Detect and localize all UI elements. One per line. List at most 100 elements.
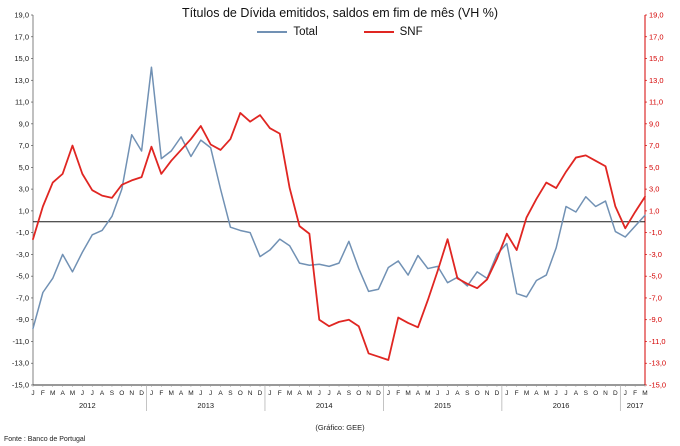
y-tick-right: -9,0 <box>649 315 662 324</box>
source-note: Fonte : Banco de Portugal <box>4 436 86 443</box>
y-tick-left: -3,0 <box>16 250 29 259</box>
x-month-label: D <box>613 390 618 397</box>
x-month-label: J <box>505 390 508 397</box>
y-tick-right: 17,0 <box>649 32 664 41</box>
x-month-label: N <box>366 390 371 397</box>
y-tick-left: 5,0 <box>19 163 29 172</box>
x-month-label: D <box>139 390 144 397</box>
x-month-label: J <box>328 390 331 397</box>
x-month-label: M <box>544 390 549 397</box>
x-month-label: M <box>642 390 647 397</box>
x-month-label: J <box>387 390 390 397</box>
y-tick-right: 13,0 <box>649 76 664 85</box>
y-tick-left: 7,0 <box>19 141 29 150</box>
x-month-label: M <box>188 390 193 397</box>
y-tick-right: -5,0 <box>649 272 662 281</box>
x-month-label: O <box>119 390 124 397</box>
x-month-label: J <box>318 390 321 397</box>
x-month-label: A <box>337 390 342 397</box>
x-month-label: J <box>446 390 449 397</box>
x-month-label: A <box>218 390 223 397</box>
x-month-label: M <box>168 390 173 397</box>
x-month-label: D <box>495 390 500 397</box>
y-tick-left: -5,0 <box>16 272 29 281</box>
x-month-label: J <box>209 390 212 397</box>
y-tick-left: 9,0 <box>19 119 29 128</box>
x-month-label: F <box>515 390 519 397</box>
x-month-label: N <box>485 390 490 397</box>
y-tick-right: -13,0 <box>649 359 666 368</box>
x-month-label: J <box>564 390 567 397</box>
legend-item-total: Total <box>257 26 318 38</box>
series-line-total <box>32 66 646 330</box>
y-tick-right: 9,0 <box>649 119 659 128</box>
x-month-label: N <box>248 390 253 397</box>
y-tick-right: 1,0 <box>649 206 659 215</box>
x-month-label: D <box>376 390 381 397</box>
y-tick-left: 13,0 <box>14 76 29 85</box>
x-month-label: J <box>436 390 439 397</box>
x-month-label: J <box>555 390 558 397</box>
x-year-label: 2017 <box>627 401 644 410</box>
y-tick-left: 19,0 <box>14 11 29 20</box>
x-year-label: 2012 <box>79 401 96 410</box>
y-tick-right: -3,0 <box>649 250 662 259</box>
x-year-label: 2014 <box>316 401 333 410</box>
x-month-label: M <box>405 390 410 397</box>
x-month-label: J <box>624 390 627 397</box>
y-tick-right: 11,0 <box>649 98 663 107</box>
x-month-label: A <box>60 390 65 397</box>
x-month-label: F <box>278 390 282 397</box>
credit-note: (Gráfico: GEE) <box>315 423 365 432</box>
y-tick-left: -11,0 <box>12 337 29 346</box>
x-year-label: 2016 <box>553 401 570 410</box>
y-tick-left: -13,0 <box>12 359 29 368</box>
x-month-label: O <box>475 390 480 397</box>
y-tick-right: 5,0 <box>649 163 659 172</box>
x-month-label: D <box>258 390 263 397</box>
y-tick-left: 3,0 <box>19 185 29 194</box>
y-tick-right: -1,0 <box>649 228 662 237</box>
x-month-label: A <box>416 390 421 397</box>
y-tick-left: -7,0 <box>16 293 29 302</box>
x-month-label: A <box>534 390 539 397</box>
chart-title: Títulos de Dívida emitidos, saldos em fi… <box>181 6 499 20</box>
x-month-label: A <box>179 390 184 397</box>
legend-label-snf: SNF <box>399 26 423 38</box>
x-month-label: N <box>129 390 134 397</box>
x-year-label: 2015 <box>434 401 451 410</box>
x-month-label: O <box>238 390 243 397</box>
x-month-label: F <box>159 390 163 397</box>
x-month-label: J <box>268 390 271 397</box>
x-month-label: S <box>347 390 352 397</box>
x-month-label: F <box>41 390 45 397</box>
y-tick-right: -7,0 <box>649 293 662 302</box>
y-tick-right: 19,0 <box>649 11 664 20</box>
x-month-label: A <box>297 390 302 397</box>
x-month-label: A <box>455 390 460 397</box>
x-month-label: A <box>100 390 105 397</box>
y-tick-right: 3,0 <box>649 185 659 194</box>
y-tick-left: 17,0 <box>14 32 29 41</box>
y-tick-left: 1,0 <box>19 206 29 215</box>
x-month-label: J <box>150 390 153 397</box>
y-tick-left: -1,0 <box>16 228 29 237</box>
y-tick-right: 7,0 <box>649 141 659 150</box>
x-month-label: N <box>603 390 608 397</box>
x-month-label: S <box>584 390 589 397</box>
x-month-label: M <box>70 390 75 397</box>
x-month-label: J <box>31 390 34 397</box>
x-month-label: S <box>465 390 470 397</box>
x-month-label: F <box>633 390 637 397</box>
total-line-swatch <box>257 31 288 33</box>
x-year-label: 2013 <box>197 401 214 410</box>
x-month-label: M <box>50 390 55 397</box>
x-month-label: M <box>425 390 430 397</box>
x-month-label: M <box>307 390 312 397</box>
x-month-label: M <box>287 390 292 397</box>
x-month-label: J <box>91 390 94 397</box>
x-month-label: S <box>110 390 115 397</box>
x-month-label: A <box>574 390 579 397</box>
